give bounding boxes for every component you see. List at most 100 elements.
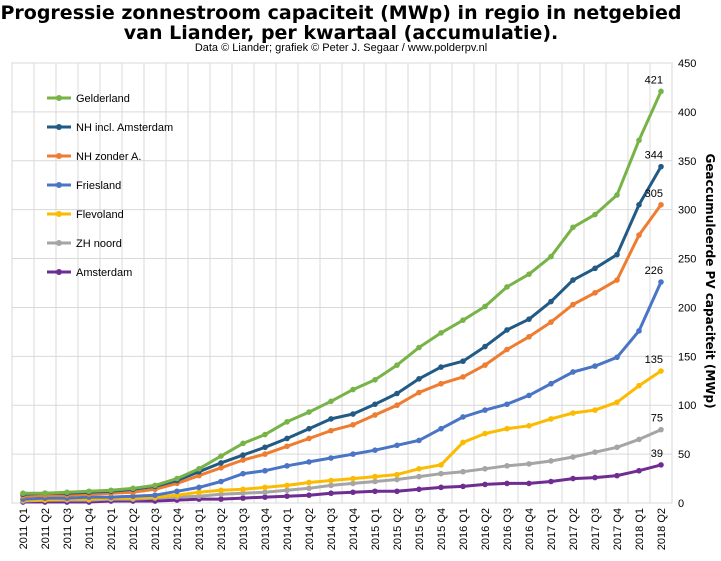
data-point	[482, 465, 488, 472]
x-tick-label: 2012 Q3	[150, 508, 162, 550]
series-gelderland	[20, 88, 664, 497]
legend-label: Flevoland	[76, 209, 124, 221]
data-point	[460, 468, 466, 475]
x-tick-label: 2013 Q4	[260, 508, 272, 550]
data-point	[636, 382, 642, 389]
data-point	[614, 251, 620, 258]
data-point	[306, 492, 312, 498]
data-point	[504, 425, 510, 432]
data-point	[262, 489, 268, 496]
data-point	[614, 444, 620, 451]
data-point	[570, 475, 576, 482]
data-point	[218, 487, 224, 494]
data-point	[350, 480, 356, 487]
x-axis: 2011 Q1 2011 Q2 2011 Q3 2011 Q4 2012 Q1 2012 …	[18, 508, 668, 550]
data-point	[394, 390, 400, 397]
data-point	[196, 465, 202, 472]
y-tick-label: 100	[678, 400, 696, 412]
legend-item: Friesland	[47, 180, 121, 192]
data-point	[548, 298, 554, 305]
x-tick-label: 2011 Q3	[62, 508, 74, 549]
x-tick-label: 2014 Q3	[326, 508, 338, 550]
data-point	[240, 490, 246, 497]
x-tick-label: 2017 Q1	[546, 508, 558, 550]
x-tick-label: 2017 Q2	[568, 508, 580, 550]
series-line	[22, 203, 663, 498]
x-tick-label: 2012 Q1	[106, 508, 118, 550]
data-point	[108, 494, 114, 500]
x-tick-label: 2017 Q3	[590, 508, 602, 550]
legend-label: Gelderland	[76, 93, 130, 105]
data-point	[284, 435, 290, 442]
legend-item: NH zonder A.	[47, 151, 141, 163]
data-point	[416, 486, 422, 493]
data-point	[372, 473, 378, 480]
data-point	[460, 439, 466, 446]
data-point	[262, 431, 268, 438]
data-point	[548, 380, 554, 387]
data-point	[614, 277, 620, 283]
data-point	[394, 442, 400, 449]
data-point	[284, 487, 290, 494]
data-point	[306, 485, 312, 492]
x-tick-label: 2015 Q3	[414, 508, 426, 550]
data-point	[152, 482, 158, 489]
data-point	[438, 470, 444, 477]
legend-item: Amsterdam	[47, 267, 132, 279]
data-point	[526, 271, 532, 278]
data-point	[306, 425, 312, 432]
legend-swatch-marker	[56, 182, 62, 188]
data-point	[504, 346, 510, 353]
data-label: 305	[645, 188, 663, 200]
data-point	[482, 407, 488, 413]
data-point	[372, 447, 378, 454]
legend-swatch-marker	[56, 124, 62, 130]
data-point	[592, 289, 598, 296]
data-point	[394, 471, 400, 478]
x-tick-label: 2015 Q2	[392, 508, 404, 550]
data-point	[196, 489, 202, 496]
data-point	[372, 488, 378, 495]
data-point	[394, 402, 400, 409]
data-point	[636, 201, 642, 208]
data-point	[350, 386, 356, 393]
data-point	[504, 284, 510, 290]
series-line	[23, 369, 662, 502]
data-point	[438, 462, 444, 468]
data-point	[636, 467, 642, 474]
data-point	[526, 316, 532, 322]
data-point	[20, 490, 26, 497]
data-point	[570, 224, 576, 231]
data-point	[548, 416, 554, 422]
data-point	[548, 319, 554, 325]
data-point	[284, 443, 290, 450]
data-point	[328, 455, 334, 461]
data-point	[504, 480, 510, 487]
data-point	[196, 493, 202, 499]
data-point	[526, 333, 532, 340]
x-tick-label: 2016 Q3	[502, 508, 514, 550]
y-tick-label: 250	[678, 254, 696, 266]
y-tick-label: 300	[678, 205, 696, 217]
data-point	[350, 475, 356, 482]
data-point	[240, 470, 246, 477]
data-label: 226	[645, 265, 663, 277]
data-label: 421	[645, 74, 663, 86]
data-point	[636, 436, 642, 443]
data-point	[394, 476, 400, 483]
data-point	[350, 489, 356, 496]
data-point	[636, 232, 642, 238]
x-tick-label: 2012 Q4	[172, 508, 184, 550]
y-tick-label: 450	[678, 58, 696, 70]
data-point	[328, 490, 334, 497]
x-tick-label: 2017 Q4	[612, 508, 624, 550]
legend-swatch-marker	[56, 269, 62, 275]
data-point	[438, 484, 444, 491]
data-point	[240, 495, 246, 501]
legend-label: ZH noord	[76, 238, 122, 250]
data-point	[658, 88, 664, 95]
data-point	[284, 463, 290, 469]
data-label: 39	[651, 448, 663, 460]
data-point	[416, 465, 422, 472]
data-point	[196, 472, 202, 479]
